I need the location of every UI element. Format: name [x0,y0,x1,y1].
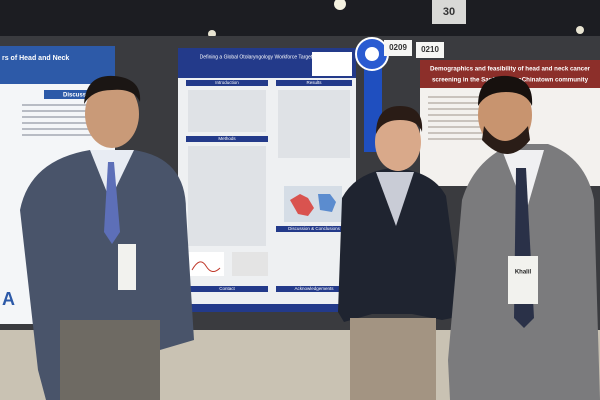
shape [428,138,488,140]
person-face [85,80,139,148]
chart-figure [278,90,350,158]
booth-card [416,42,444,58]
shape [428,120,486,122]
section-band [276,80,352,86]
shape [22,128,100,130]
section-band [276,286,352,292]
person-trousers [60,320,160,400]
section-title: Acknowledgements [294,286,334,291]
table-figure [232,252,268,276]
right-body-lines [428,96,488,140]
section-title: Introduction [215,80,239,85]
section-title: Contact [219,286,235,291]
right-poster-title: Demographics and feasibility of head and… [430,66,590,73]
section-band [186,80,268,86]
section-title: Results [306,80,322,85]
ceiling [0,0,600,40]
light [334,0,346,10]
shape [22,110,97,112]
person-beard [482,126,530,154]
text-block [188,90,266,132]
person-tie [104,162,120,244]
hall-sign [432,0,466,24]
person-hair [376,106,423,134]
shape [22,104,102,106]
person-trousers [350,318,436,400]
line-chart [188,252,224,276]
map-region [318,194,336,212]
map-region [290,194,314,216]
badge-name: Khalil [515,270,532,276]
booth-card [384,40,412,56]
left-logo: A [2,289,15,309]
left-section-band [44,90,114,99]
person-face [478,81,532,149]
left-poster-title: rs of Head and Neck [2,55,69,62]
person-jacket [338,168,462,322]
ribbon-center [365,47,379,61]
person-shirt [376,172,414,226]
section-band [186,136,268,142]
hall-sign-number: 30 [443,6,455,18]
booth-number: 0210 [421,45,439,54]
section-band [276,226,352,232]
left-poster-header [0,46,115,84]
person-hair [84,75,141,104]
shape [428,108,488,110]
text-block [188,146,266,246]
shape [428,126,488,128]
section-title: Methods [218,136,236,141]
shape [428,114,480,116]
shape [22,122,92,124]
center-poster-footer [178,304,356,312]
person-hair [478,75,533,106]
center-poster-title: Defining a Global Otolaryngology Workfor… [200,54,313,60]
shape [428,96,488,98]
section-band [186,286,268,292]
name-badge [508,256,538,304]
name-badge [118,244,136,290]
left-body-lines [22,104,102,136]
line-chart-curve [191,261,221,272]
shape [22,116,102,118]
light [576,26,584,34]
shape [428,132,482,134]
left-section-title: Discussion [63,93,95,99]
booth-number: 0209 [389,43,407,52]
section-title: Discussion & Conclusions [288,226,341,231]
person-face [375,113,421,171]
shape [22,134,96,136]
center-logos [312,52,352,76]
shape [428,102,484,104]
